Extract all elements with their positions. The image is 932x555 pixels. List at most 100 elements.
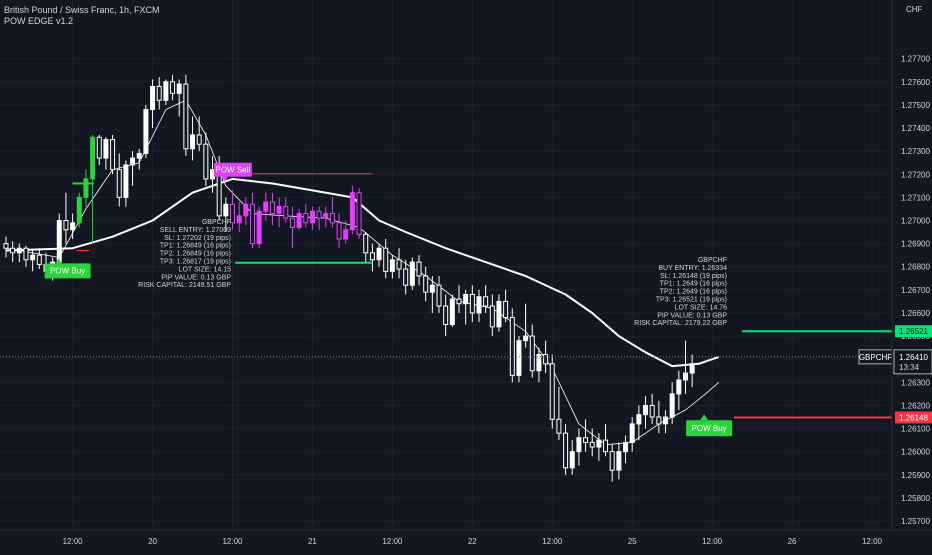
candle xyxy=(396,248,402,279)
buy-signal-label-1[interactable]: POW Buy xyxy=(44,258,91,279)
candle xyxy=(656,400,662,434)
candle-body xyxy=(83,178,89,198)
sell-info-line: TP2: 1.26849 (16 pips) xyxy=(160,251,231,258)
candle-body xyxy=(549,363,555,420)
candle xyxy=(463,289,469,325)
candle xyxy=(416,255,422,286)
candle xyxy=(90,134,96,244)
sl-price-tag: 1.26148 xyxy=(895,411,932,424)
candle xyxy=(549,354,555,429)
candle xyxy=(669,382,675,424)
candle-body xyxy=(523,335,529,342)
price-tick-label: 1.26200 xyxy=(901,401,930,410)
candle xyxy=(423,266,429,302)
candle-body xyxy=(30,254,36,261)
candle xyxy=(136,148,142,170)
candle-body xyxy=(496,300,502,328)
price-tick-label: 1.26600 xyxy=(901,309,930,318)
candle-body xyxy=(503,300,509,319)
candle-body xyxy=(556,418,562,434)
current-price-value: 1.26410 xyxy=(899,353,928,362)
candle xyxy=(30,250,36,272)
candle xyxy=(283,197,289,223)
candle xyxy=(389,255,395,279)
candle xyxy=(509,308,515,383)
candle-body xyxy=(336,222,342,240)
candle-body xyxy=(309,210,315,224)
candle xyxy=(116,153,122,207)
candle xyxy=(243,197,249,226)
candle-body xyxy=(196,134,202,145)
candle xyxy=(343,220,349,244)
price-tick-label: 1.27200 xyxy=(901,170,930,179)
candle-body xyxy=(416,261,422,277)
candle xyxy=(223,197,229,233)
price-axis[interactable]: CHF 1.27700 1.27600 1.27500 1.27400 1.27300 1.… xyxy=(891,0,932,550)
symbol-tag[interactable]: GBPCHF xyxy=(858,349,893,365)
candle xyxy=(449,294,455,327)
buy-signal-label-2[interactable]: POW Buy xyxy=(686,414,733,437)
candle-body xyxy=(229,203,235,224)
candle-body xyxy=(176,83,182,94)
candle-body xyxy=(409,261,415,286)
candle xyxy=(263,192,269,221)
candle xyxy=(623,435,629,464)
candle xyxy=(583,419,589,452)
time-tick-label: 12:00 xyxy=(63,537,84,546)
candle xyxy=(70,213,76,239)
sl-tag-text: 1.26148 xyxy=(899,413,928,422)
candle-body xyxy=(676,379,682,395)
candle xyxy=(649,393,655,424)
candle-body xyxy=(629,423,635,443)
candle xyxy=(190,116,196,161)
candle-body xyxy=(583,437,589,443)
candle xyxy=(376,243,382,267)
candle xyxy=(256,206,262,249)
candle xyxy=(3,236,9,258)
candle-body xyxy=(543,354,549,365)
sell-info-line: LOT SIZE: 14.15 xyxy=(179,266,232,273)
candle xyxy=(436,275,442,313)
candle xyxy=(596,433,602,461)
buy2-label-box xyxy=(686,420,733,437)
candle xyxy=(196,116,202,152)
candle-body xyxy=(689,363,695,374)
candle-body xyxy=(63,219,69,231)
candle-body xyxy=(349,192,355,231)
candle-body xyxy=(243,203,249,217)
candle-body xyxy=(156,85,162,101)
candle-body xyxy=(436,284,442,307)
candle xyxy=(170,74,176,101)
candle xyxy=(229,190,235,230)
time-tick-label: 12:00 xyxy=(702,537,723,546)
price-tick-label: 1.25900 xyxy=(901,471,930,480)
candle-body xyxy=(70,222,76,231)
candle xyxy=(103,137,109,170)
candle-body xyxy=(296,213,302,228)
sell-signal-label[interactable]: POW Sell xyxy=(213,162,252,182)
candle xyxy=(503,289,509,323)
time-axis[interactable]: 12:00 20 12:00 21 12:00 22 12:00 25 12:00 26 12:00 xyxy=(0,529,932,550)
candle-body xyxy=(589,441,595,448)
buy-label-pointer xyxy=(55,258,62,264)
price-tick-label: 1.26000 xyxy=(901,448,930,457)
candle xyxy=(529,324,535,378)
price-tick-label: 1.26700 xyxy=(901,286,930,295)
candle-body xyxy=(103,139,109,159)
candle-body xyxy=(469,293,475,314)
buy-info-line: SL: 1.26148 (19 pips) xyxy=(660,273,727,280)
candle xyxy=(63,192,69,244)
buy2-label-pointer xyxy=(700,414,709,421)
time-tick-label: 25 xyxy=(628,537,637,546)
candle xyxy=(349,185,355,235)
candle xyxy=(469,285,475,323)
candle xyxy=(329,197,335,228)
candle xyxy=(23,245,29,267)
time-tick-label: 12:00 xyxy=(542,537,563,546)
